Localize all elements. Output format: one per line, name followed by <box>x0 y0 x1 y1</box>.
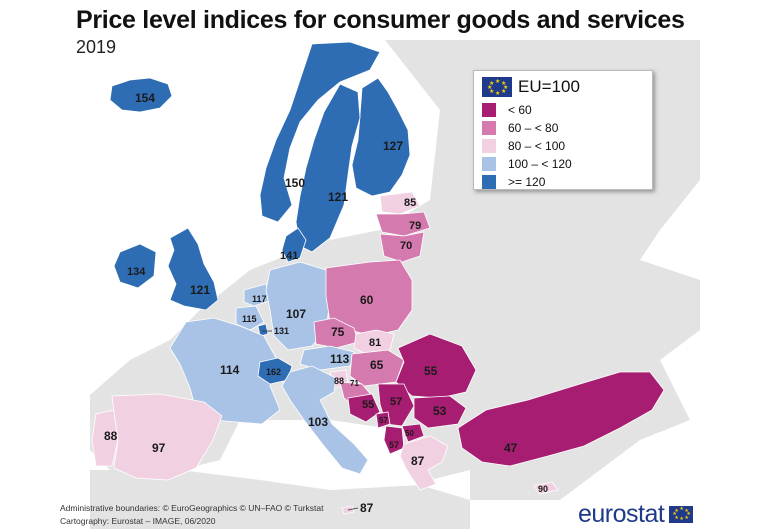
label-greece: 87 <box>411 454 425 468</box>
label-romania: 55 <box>424 364 438 378</box>
legend: ★ ★ ★ ★ ★ ★ ★ ★ EU=100 < 60 60 – < 80 80 – <… <box>473 70 653 190</box>
legend-header-text: EU=100 <box>518 77 580 96</box>
region-bosnia <box>347 393 381 423</box>
label-switzerland: 162 <box>266 367 281 377</box>
label-luxembourg: 131 <box>274 326 289 336</box>
label-hungary: 65 <box>370 358 384 372</box>
legend-row: >= 120 <box>482 175 545 189</box>
legend-swatch <box>482 157 496 171</box>
eurostat-logo: eurostat ★ ★ ★ ★ ★ ★ ★ ★ <box>578 500 694 529</box>
region-latvia <box>375 211 431 237</box>
legend-row: < 60 <box>482 103 532 117</box>
region-denmark <box>281 227 307 263</box>
label-malta: 87 <box>360 501 374 515</box>
legend-label: 80 – < 100 <box>508 139 566 153</box>
label-spain: 97 <box>152 441 166 455</box>
region-italy <box>281 365 369 475</box>
region-poland <box>325 259 413 337</box>
label-poland: 60 <box>360 293 374 307</box>
label-germany: 107 <box>286 307 306 321</box>
legend-row: 80 – < 100 <box>482 139 565 153</box>
region-estonia <box>379 191 421 215</box>
region-slovakia <box>353 329 395 355</box>
legend-swatch <box>482 121 496 135</box>
region-ireland <box>113 243 157 289</box>
legend-row: 100 – < 120 <box>482 157 572 171</box>
label-lithuania: 70 <box>400 240 412 252</box>
label-montenegro: 57 <box>379 416 388 425</box>
land-other-africa <box>90 470 470 529</box>
legend-label: 100 – < 120 <box>508 157 572 171</box>
label-portugal: 88 <box>104 429 118 443</box>
value-labels: 154 127 150 121 85 79 70 141 134 121 117… <box>104 91 548 515</box>
map-title: Price level indices for consumer goods a… <box>76 6 685 34</box>
label-albania: 57 <box>389 440 399 450</box>
label-austria: 113 <box>330 352 350 366</box>
label-czechia: 75 <box>331 325 345 339</box>
legend-label: < 60 <box>508 103 532 117</box>
legend-swatch <box>482 103 496 117</box>
logo-wordmark: eurostat <box>578 500 665 528</box>
region-bulgaria <box>413 395 467 429</box>
label-norway: 150 <box>285 176 305 190</box>
label-finland: 127 <box>383 139 403 153</box>
label-sweden: 121 <box>328 190 348 204</box>
label-italy: 103 <box>308 415 328 429</box>
label-turkey: 47 <box>504 441 518 455</box>
region-austria <box>299 345 355 371</box>
label-ireland: 134 <box>127 266 146 278</box>
label-croatia: 71 <box>350 379 359 388</box>
footer-boundaries: Administrative boundaries: © EuroGeograp… <box>60 503 324 513</box>
region-uk <box>167 227 219 311</box>
label-cyprus: 90 <box>538 484 548 494</box>
map-subtitle: 2019 <box>76 37 117 57</box>
region-sweden <box>295 83 361 253</box>
label-bulgaria: 53 <box>433 404 447 418</box>
label-denmark: 141 <box>280 250 298 262</box>
label-netherlands: 117 <box>252 294 267 304</box>
label-slovenia: 88 <box>334 376 344 386</box>
region-norway <box>259 41 381 223</box>
label-north-macedonia: 50 <box>405 429 414 438</box>
region-lithuania <box>379 231 425 263</box>
label-uk: 121 <box>190 283 210 297</box>
region-north-macedonia <box>401 423 425 443</box>
legend-label: 60 – < 80 <box>508 121 559 135</box>
label-latvia: 79 <box>409 220 421 232</box>
region-finland <box>351 77 411 197</box>
region-luxembourg <box>257 323 269 337</box>
eu-flag-icon: ★ ★ ★ ★ ★ ★ ★ ★ <box>482 77 512 97</box>
region-albania <box>383 425 405 455</box>
legend-swatch <box>482 139 496 153</box>
region-france <box>169 317 281 425</box>
region-netherlands <box>243 283 273 307</box>
label-belgium: 115 <box>242 314 257 324</box>
legend-header: ★ ★ ★ ★ ★ ★ ★ ★ EU=100 <box>482 77 580 97</box>
label-iceland: 154 <box>135 91 155 105</box>
label-france: 114 <box>220 363 240 377</box>
footer-cartography: Cartography: Eurostat – IMAGE, 06/2020 <box>60 516 216 526</box>
region-iceland <box>109 77 173 113</box>
legend-row: 60 – < 80 <box>482 121 558 135</box>
region-belgium <box>235 305 265 331</box>
legend-swatch <box>482 175 496 189</box>
leader-line-malta <box>347 507 359 511</box>
region-romania <box>395 333 477 399</box>
region-cyprus <box>533 481 559 495</box>
region-turkey <box>457 371 665 467</box>
label-serbia: 57 <box>390 396 402 408</box>
legend-label: >= 120 <box>508 175 546 189</box>
region-spain <box>111 393 223 481</box>
region-germany <box>265 261 331 351</box>
region-greece <box>399 435 449 491</box>
label-slovakia: 81 <box>369 337 381 349</box>
label-bosnia: 55 <box>362 399 374 411</box>
label-estonia: 85 <box>404 197 416 209</box>
region-montenegro <box>375 411 391 429</box>
eu-flag-small-icon: ★ ★ ★ ★ ★ ★ ★ ★ <box>669 506 694 523</box>
